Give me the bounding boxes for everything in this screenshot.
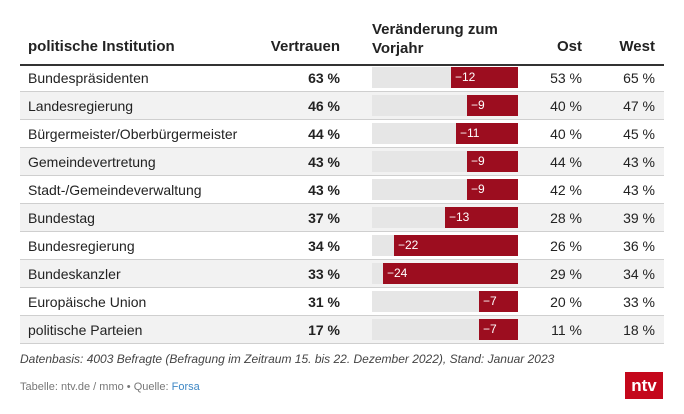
source-line: Tabelle: ntv.de / mmo • Quelle: Forsa — [20, 381, 200, 393]
west-cell: 65 % — [623, 70, 655, 86]
trust-cell: 43 % — [308, 154, 340, 170]
east-cell: 40 % — [550, 98, 582, 114]
table-row: Gemeindevertretung 43 % −9 44 % 43 % — [20, 148, 664, 176]
change-bar-track: −9 — [372, 95, 518, 116]
institution-cell: politische Parteien — [28, 322, 143, 338]
change-bar-track: −22 — [372, 235, 518, 256]
change-bar-track: −12 — [372, 67, 518, 88]
trust-cell: 44 % — [308, 126, 340, 142]
change-label: −7 — [483, 322, 497, 336]
change-bar-track: −9 — [372, 179, 518, 200]
change-bar: −7 — [479, 319, 518, 340]
header-institution: politische Institution — [28, 38, 175, 55]
trust-cell: 46 % — [308, 98, 340, 114]
change-bar-track: −7 — [372, 291, 518, 312]
trust-cell: 17 % — [308, 322, 340, 338]
source-link[interactable]: Forsa — [171, 381, 200, 393]
west-cell: 39 % — [623, 210, 655, 226]
institution-cell: Landesregierung — [28, 98, 134, 114]
institution-cell: Europäische Union — [28, 294, 147, 310]
east-cell: 40 % — [550, 126, 582, 142]
change-label: −9 — [471, 182, 485, 196]
east-cell: 26 % — [550, 238, 582, 254]
change-label: −13 — [449, 210, 470, 224]
change-label: −12 — [455, 70, 476, 84]
table-body: Bundespräsidenten 63 % −12 53 % 65 % Landesre… — [20, 64, 664, 344]
table-row: Bundesregierung 34 % −22 26 % 36 % — [20, 232, 664, 260]
change-bar: −24 — [383, 263, 518, 284]
change-bar: −9 — [467, 95, 518, 116]
west-cell: 47 % — [623, 98, 655, 114]
table-row: Europäische Union 31 % −7 20 % 33 % — [20, 288, 664, 316]
east-cell: 53 % — [550, 70, 582, 86]
change-label: −24 — [387, 266, 408, 280]
header-trust: Vertrauen — [270, 38, 340, 55]
west-cell: 34 % — [623, 266, 655, 282]
change-bar: −9 — [467, 179, 518, 200]
change-bar-track: −13 — [372, 207, 518, 228]
header-west: West — [619, 38, 655, 55]
institution-cell: Bundeskanzler — [28, 266, 121, 282]
west-cell: 33 % — [623, 294, 655, 310]
east-cell: 42 % — [550, 182, 582, 198]
change-bar: −9 — [467, 151, 518, 172]
change-label: −7 — [483, 294, 497, 308]
change-bar-track: −11 — [372, 123, 518, 144]
change-bar: −12 — [451, 67, 518, 88]
table-header: politische Institution Vertrauen Verände… — [20, 18, 664, 66]
trust-cell: 31 % — [308, 294, 340, 310]
trust-cell: 63 % — [308, 70, 340, 86]
east-cell: 20 % — [550, 294, 582, 310]
change-label: −22 — [398, 238, 419, 252]
table-row: Stadt-/Gemeindeverwaltung 43 % −9 42 % 43 % — [20, 176, 664, 204]
change-bar: −13 — [445, 207, 518, 228]
change-label: −11 — [460, 126, 480, 140]
trust-cell: 37 % — [308, 210, 340, 226]
trust-cell: 33 % — [308, 266, 340, 282]
institution-cell: Gemeindevertretung — [28, 154, 156, 170]
table-row: politische Parteien 17 % −7 11 % 18 % — [20, 316, 664, 344]
east-cell: 29 % — [550, 266, 582, 282]
institution-cell: Bürgermeister/Oberbürgermeister — [28, 126, 238, 142]
change-bar-track: −24 — [372, 263, 518, 284]
east-cell: 28 % — [550, 210, 582, 226]
table-row: Bundestag 37 % −13 28 % 39 % — [20, 204, 664, 232]
institution-cell: Bundestag — [28, 210, 95, 226]
table-row: Bundespräsidenten 63 % −12 53 % 65 % — [20, 64, 664, 92]
change-bar-track: −7 — [372, 319, 518, 340]
west-cell: 36 % — [623, 238, 655, 254]
table-row: Landesregierung 46 % −9 40 % 47 % — [20, 92, 664, 120]
west-cell: 43 % — [623, 182, 655, 198]
data-basis-note: Datenbasis: 4003 Befragte (Befragung im … — [20, 352, 555, 366]
change-bar-track: −9 — [372, 151, 518, 172]
change-bar: −22 — [394, 235, 518, 256]
trust-cell: 43 % — [308, 182, 340, 198]
west-cell: 18 % — [623, 322, 655, 338]
table-row: Bürgermeister/Oberbürgermeister 44 % −11 40… — [20, 120, 664, 148]
institution-cell: Stadt-/Gemeindeverwaltung — [28, 182, 202, 198]
trust-cell: 34 % — [308, 238, 340, 254]
table-row: Bundeskanzler 33 % −24 29 % 34 % — [20, 260, 664, 288]
change-bar: −11 — [456, 123, 518, 144]
west-cell: 45 % — [623, 126, 655, 142]
source-prefix: Tabelle: ntv.de / mmo • Quelle: — [20, 381, 172, 393]
east-cell: 44 % — [550, 154, 582, 170]
change-label: −9 — [471, 154, 485, 168]
east-cell: 11 % — [551, 322, 582, 338]
header-east: Ost — [556, 38, 582, 55]
institution-cell: Bundespräsidenten — [28, 70, 149, 86]
change-bar: −7 — [479, 291, 518, 312]
header-change: Veränderung zum Vorjahr — [372, 21, 498, 57]
change-label: −9 — [471, 98, 485, 112]
ntv-logo: ntv — [625, 372, 663, 399]
institution-cell: Bundesregierung — [28, 238, 135, 254]
west-cell: 43 % — [623, 154, 655, 170]
